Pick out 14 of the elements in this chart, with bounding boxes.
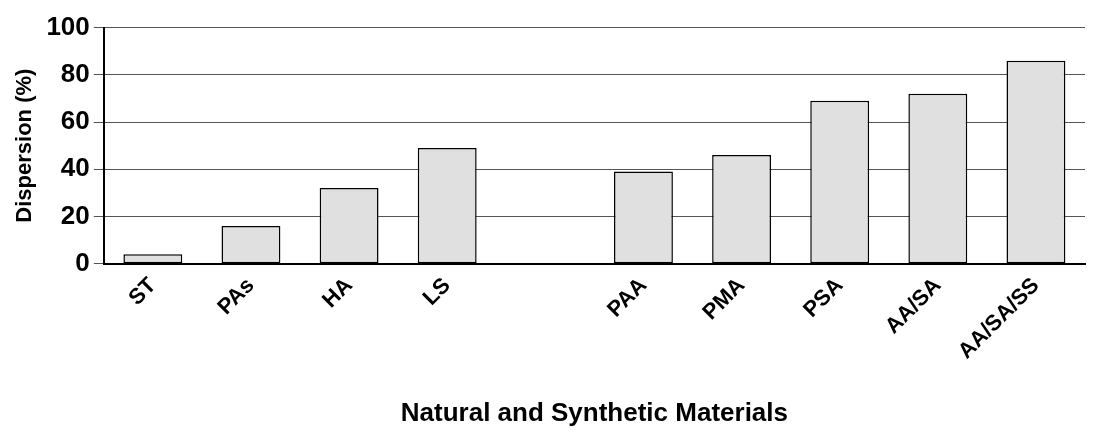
x-tick-label: HA: [316, 272, 357, 313]
y-tick-label: 100: [46, 10, 90, 41]
x-tick-label: LS: [417, 272, 456, 310]
x-tick-label: PAA: [601, 272, 652, 322]
y-tick-label: 60: [60, 105, 90, 136]
y-tick-label: 0: [75, 246, 90, 277]
y-tick-label: 40: [60, 152, 90, 183]
x-tick-label: ST: [123, 271, 162, 310]
y-tick-label: 80: [60, 57, 90, 88]
x-tick-label: PAs: [211, 272, 259, 319]
y-axis-title: Dispersion (%): [11, 68, 37, 223]
x-tick-label: PSA: [797, 272, 848, 322]
y-tick-label: 20: [60, 199, 90, 230]
x-axis-title: Natural and Synthetic Materials: [400, 396, 789, 427]
